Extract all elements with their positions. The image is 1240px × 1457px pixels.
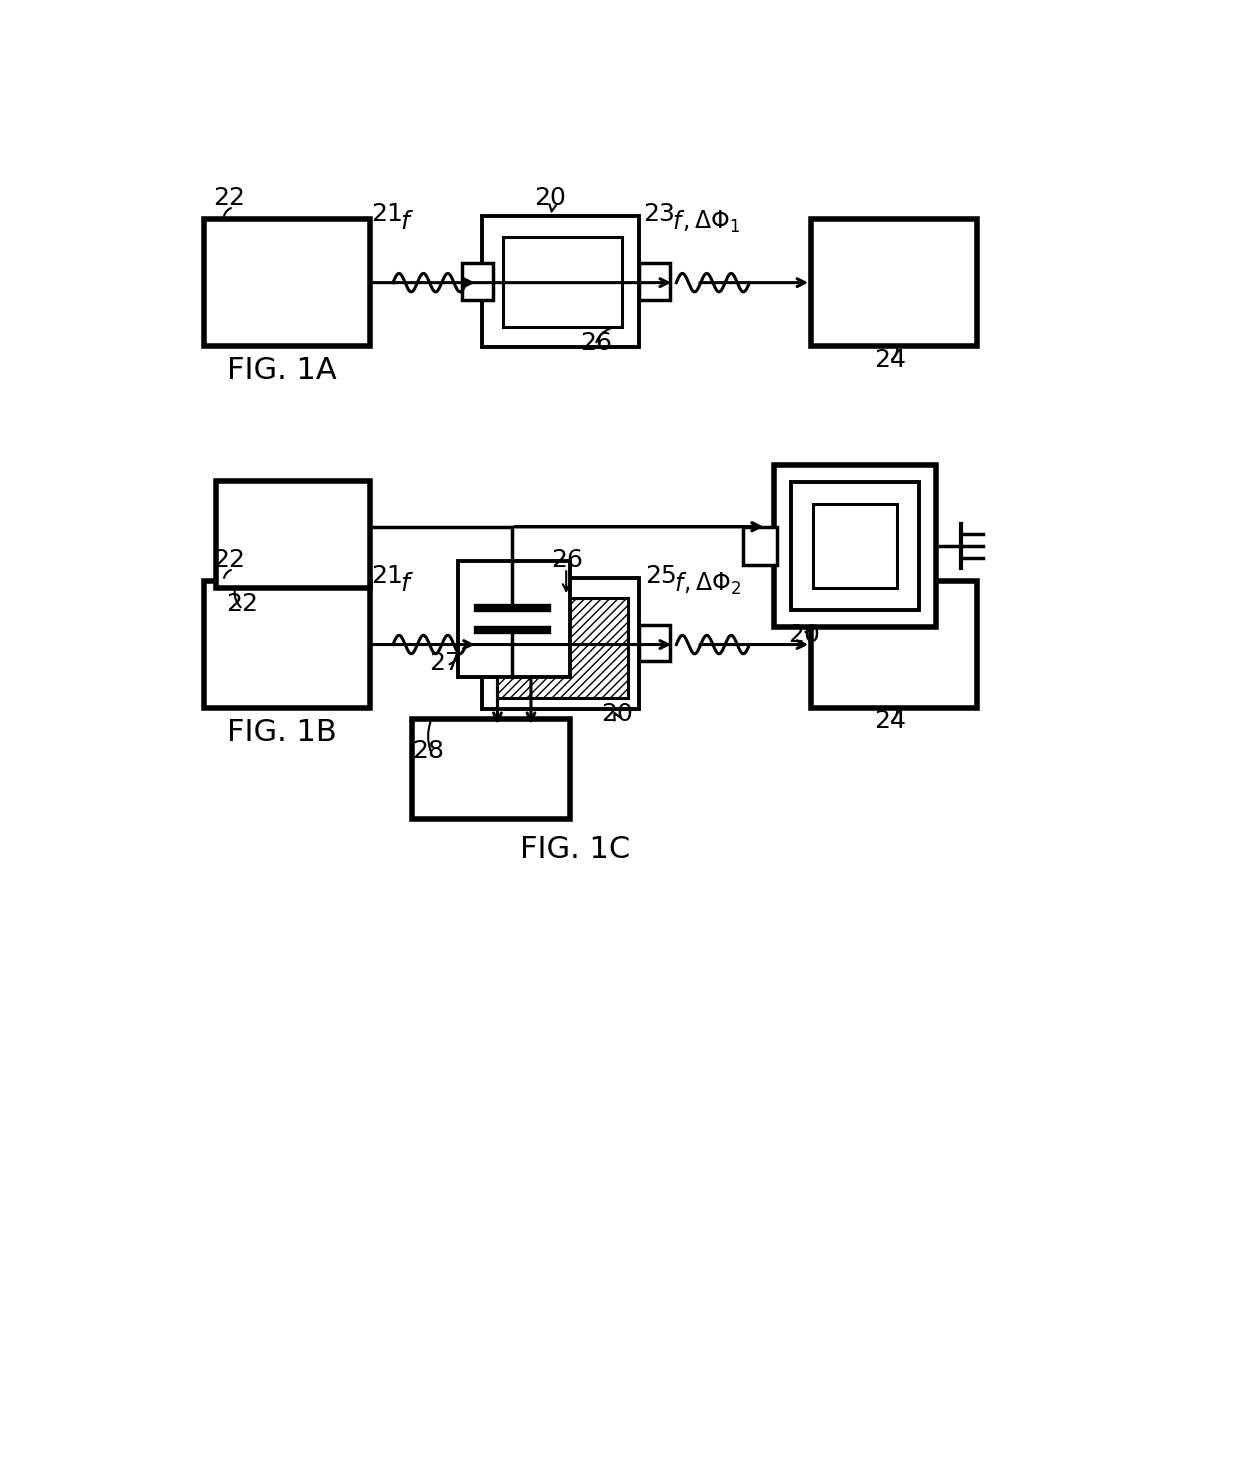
Bar: [216, 481, 370, 589]
Text: 24: 24: [874, 348, 906, 372]
Text: $f$: $f$: [675, 571, 687, 596]
Bar: [205, 581, 370, 708]
Text: $, \Delta\Phi_2$: $, \Delta\Phi_2$: [683, 571, 742, 597]
Text: 25: 25: [645, 564, 677, 589]
Text: 28: 28: [412, 739, 444, 762]
Bar: [459, 561, 570, 678]
Text: 22: 22: [213, 548, 246, 571]
Text: FIG. 1A: FIG. 1A: [227, 356, 337, 385]
Bar: [205, 219, 370, 345]
Text: FIG. 1C: FIG. 1C: [520, 835, 630, 864]
Text: 20: 20: [534, 186, 565, 210]
Text: $f$: $f$: [399, 571, 414, 596]
Bar: [497, 597, 627, 698]
Bar: [640, 264, 670, 300]
Bar: [811, 219, 977, 345]
Bar: [791, 482, 919, 610]
Bar: [503, 237, 622, 326]
Bar: [811, 581, 977, 708]
Bar: [463, 625, 494, 661]
Text: $, \Delta\Phi_1$: $, \Delta\Phi_1$: [682, 208, 740, 235]
Bar: [481, 217, 640, 347]
Text: $f$: $f$: [399, 210, 414, 233]
Bar: [812, 504, 898, 589]
Text: 20: 20: [787, 624, 820, 647]
Text: 24: 24: [874, 710, 906, 733]
Text: 21: 21: [372, 564, 403, 589]
Text: 20: 20: [601, 702, 632, 726]
Text: 21: 21: [372, 203, 403, 226]
Bar: [743, 527, 777, 565]
Text: FIG. 1B: FIG. 1B: [227, 718, 337, 747]
Text: 26: 26: [551, 548, 583, 571]
Bar: [640, 625, 670, 661]
Bar: [463, 264, 494, 300]
Bar: [774, 465, 936, 627]
Text: $f$: $f$: [672, 210, 686, 233]
Text: 26: 26: [580, 331, 613, 356]
Text: 23: 23: [644, 203, 675, 226]
Text: 22: 22: [213, 186, 246, 210]
Text: 27: 27: [429, 651, 461, 675]
Bar: [412, 720, 570, 819]
Bar: [481, 578, 640, 710]
Text: 22: 22: [226, 593, 258, 616]
